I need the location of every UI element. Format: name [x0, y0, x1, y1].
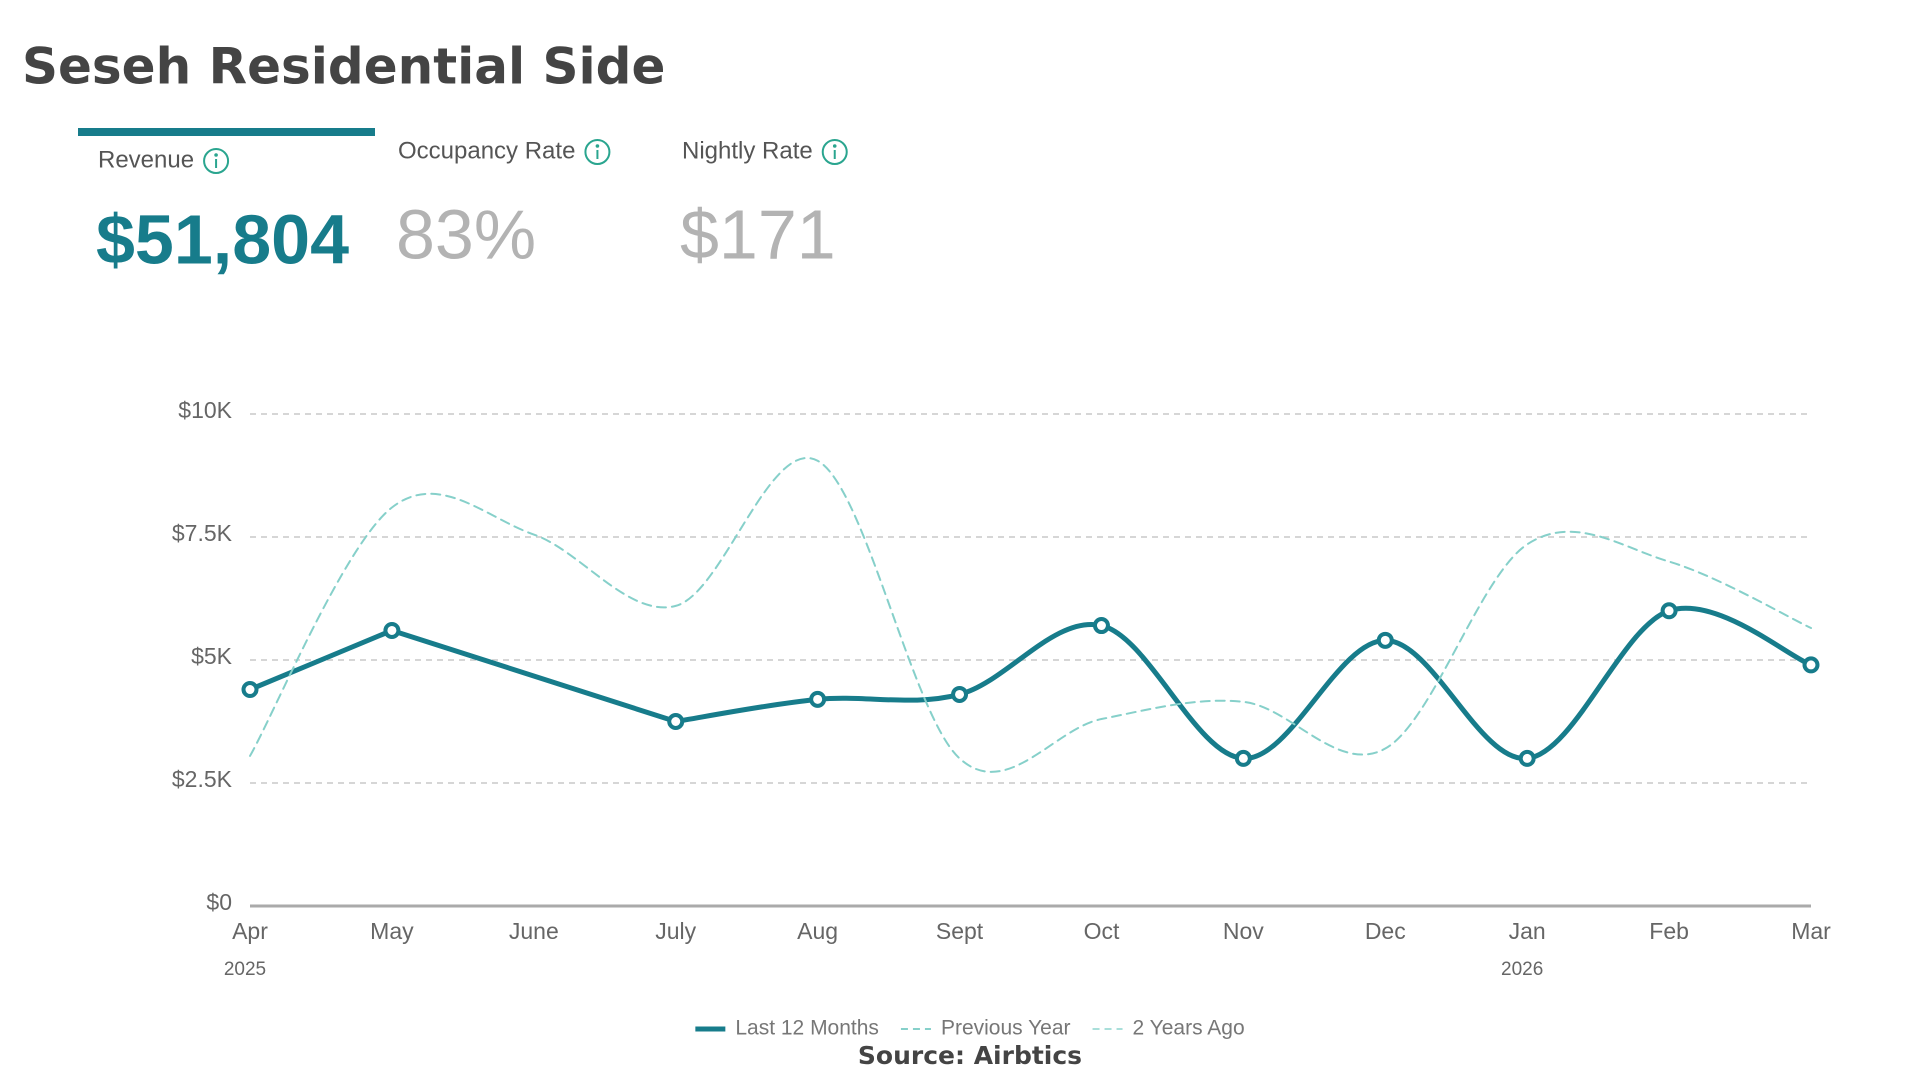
kpi-value[interactable]: $171 [680, 195, 836, 273]
x-tick-label: Dec [1365, 918, 1406, 944]
legend-label[interactable]: Last 12 Months [735, 1017, 879, 1040]
info-icon-dot [214, 153, 218, 157]
y-tick-label: $2.5K [172, 766, 233, 792]
page-title: Seseh Residential Side [22, 38, 665, 96]
x-tick-label: June [509, 918, 559, 944]
y-tick-label: $7.5K [172, 520, 233, 546]
source: Source: Airbtics [858, 1041, 1082, 1070]
data-point[interactable] [1376, 631, 1394, 649]
data-point[interactable] [1518, 749, 1536, 767]
kpi-value[interactable]: 83% [396, 195, 536, 273]
data-point[interactable] [1802, 656, 1820, 674]
legend-label[interactable]: Previous Year [941, 1017, 1071, 1040]
series-line [249, 457, 1812, 773]
x-tick-label: Aug [797, 918, 838, 944]
data-point[interactable] [1660, 602, 1678, 620]
kpi-label[interactable]: Revenue [98, 146, 194, 173]
x-tick-label: May [370, 918, 414, 944]
x-tick-label: July [655, 918, 696, 944]
x-tick-label: Sept [936, 918, 984, 944]
data-point[interactable] [1234, 749, 1252, 767]
series-line [247, 606, 1814, 761]
x-tick-label: Apr [232, 918, 268, 944]
x-tick-label: Nov [1223, 918, 1264, 944]
y-tick-label: $5K [191, 643, 233, 669]
active-tab-indicator [78, 128, 375, 136]
data-point[interactable] [1092, 617, 1110, 635]
kpi-label[interactable]: Occupancy Rate [398, 137, 575, 164]
data-point[interactable] [383, 621, 401, 639]
data-point[interactable] [951, 685, 969, 703]
x-tick-label: Feb [1649, 918, 1689, 944]
info-icon-dot [832, 144, 837, 148]
x-tick-label: Oct [1084, 918, 1120, 944]
x-year-label: 2025 [224, 959, 266, 980]
info-icon[interactable] [584, 139, 611, 165]
gap-connector [389, 627, 679, 724]
x-tick-label: Mar [1791, 918, 1831, 944]
y-tick-label: $10K [178, 397, 232, 423]
legend-label[interactable]: 2 Years Ago [1133, 1017, 1245, 1040]
x-tick-label: Jan [1509, 918, 1546, 944]
info-icon-dot [595, 144, 600, 148]
kpi-value[interactable]: $51,804 [96, 200, 349, 278]
data-point[interactable] [241, 681, 259, 699]
info-icon[interactable] [821, 139, 848, 165]
kpi-label[interactable]: Nightly Rate [682, 137, 813, 164]
x-year-label: 2026 [1501, 959, 1543, 980]
data-point[interactable] [809, 690, 827, 708]
y-tick-label: $0 [206, 889, 232, 915]
data-point[interactable] [667, 713, 685, 730]
info-icon[interactable] [203, 148, 230, 174]
